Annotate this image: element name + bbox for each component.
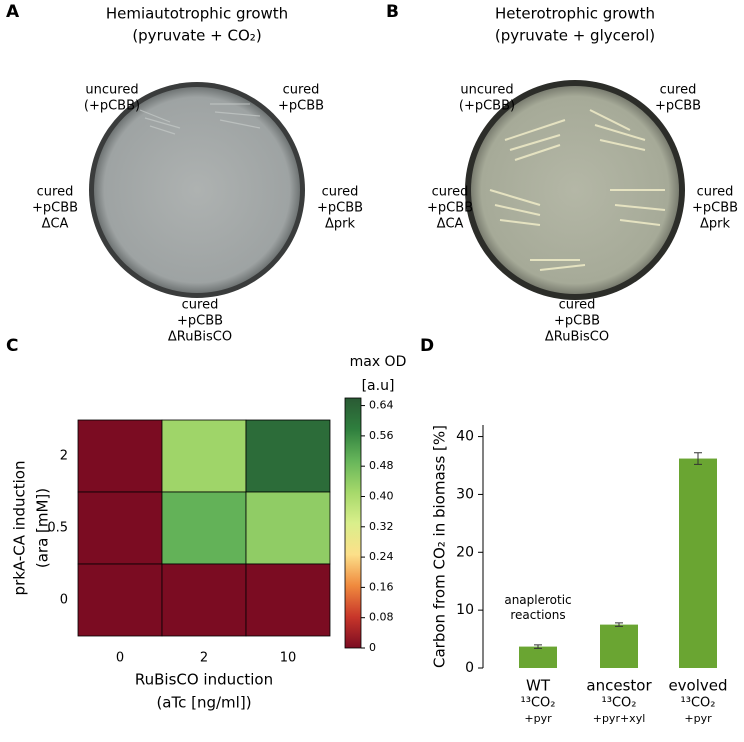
- colorbar-tick-label: 0.64: [369, 399, 394, 412]
- colorbar-tick-label: 0.16: [369, 580, 394, 593]
- strain-label: cured: [182, 298, 219, 313]
- colorbar-tick-label: 0.08: [369, 611, 394, 624]
- condition-label: ¹³CO₂: [681, 696, 716, 711]
- bar: [600, 624, 638, 668]
- colorbar-title: [a.u]: [362, 378, 395, 394]
- heatmap-cell: [77, 419, 163, 493]
- strain-label: cured: [660, 83, 697, 98]
- y-tick-label: 2: [60, 449, 68, 464]
- y-axis-label: prkA-CA induction: [11, 461, 29, 596]
- strain-label: +pCBB: [317, 201, 363, 216]
- strain-label: +pCBB: [692, 201, 738, 216]
- panel-title: Heterotrophic growth: [495, 5, 655, 23]
- strain-label: +pCBB: [32, 201, 78, 216]
- colorbar-title: max OD: [350, 354, 407, 370]
- panel-label: B: [386, 2, 399, 22]
- strain-label: ΔCA: [437, 217, 464, 232]
- y-axis-label: (ara [mM]): [34, 488, 52, 568]
- heatmap-cell: [77, 491, 163, 565]
- strain-label: Δprk: [325, 217, 355, 232]
- y-tick-label: 0: [465, 660, 474, 676]
- heatmap-cell: [77, 563, 163, 637]
- strain-label: ΔRuBisCO: [545, 330, 609, 345]
- condition-label: +pyr+xyl: [593, 712, 646, 725]
- y-tick-label: 30: [456, 486, 474, 502]
- strain-label: cured: [559, 298, 596, 313]
- colorbar-tick-label: 0.56: [369, 429, 394, 442]
- strain-label: +pCBB: [278, 99, 324, 114]
- y-axis-label: Carbon from CO₂ in biomass [%]: [431, 425, 449, 668]
- x-tick-label: 10: [280, 651, 297, 666]
- colorbar-tick-label: 0.40: [369, 489, 394, 502]
- heatmap-cell: [161, 563, 247, 637]
- x-tick-label: evolved: [668, 677, 727, 695]
- annotation: reactions: [510, 608, 565, 622]
- plate-b: [465, 80, 685, 300]
- heatmap-cell: [245, 491, 331, 565]
- bar: [519, 646, 557, 668]
- condition-label: ¹³CO₂: [602, 696, 637, 711]
- error-bar: [615, 622, 623, 627]
- x-axis-label: (aTc [ng/ml]): [156, 694, 251, 712]
- strain-label: cured: [697, 185, 734, 200]
- condition-label: ¹³CO₂: [521, 696, 556, 711]
- error-bar: [534, 644, 542, 649]
- y-tick-label: 10: [456, 602, 474, 618]
- bar: [679, 458, 717, 668]
- colorbar-tick-label: 0: [369, 641, 376, 654]
- heatmap-cell: [245, 419, 331, 493]
- annotation: anaplerotic: [504, 593, 571, 607]
- strain-label: (+pCBB): [459, 99, 515, 114]
- strain-label: +pCBB: [655, 99, 701, 114]
- strain-label: Δprk: [700, 217, 730, 232]
- plate-a: [89, 82, 305, 298]
- panel-title: (pyruvate + glycerol): [495, 27, 655, 45]
- x-tick-label: 2: [200, 651, 208, 666]
- colorbar-tick-label: 0.24: [369, 550, 394, 563]
- condition-label: +pyr: [684, 712, 712, 725]
- x-tick-label: 0: [116, 651, 124, 666]
- x-tick-label: ancestor: [586, 677, 652, 695]
- panel-title: Hemiautotrophic growth: [106, 5, 288, 23]
- strain-label: ΔCA: [42, 217, 69, 232]
- strain-label: cured: [37, 185, 74, 200]
- panel-label: C: [6, 336, 18, 356]
- heatmap-cell: [161, 419, 247, 493]
- error-bar: [694, 452, 702, 465]
- y-tick-label: 0: [60, 593, 68, 608]
- strain-label: +pCBB: [177, 314, 223, 329]
- strain-label: cured: [432, 185, 469, 200]
- heatmap-cell: [245, 563, 331, 637]
- x-tick-label: WT: [526, 677, 551, 695]
- colorbar-tick-label: 0.48: [369, 459, 394, 472]
- strain-label: cured: [322, 185, 359, 200]
- strain-label: cured: [283, 83, 320, 98]
- panel-label: A: [6, 2, 20, 22]
- strain-label: uncured: [460, 83, 513, 98]
- strain-label: (+pCBB): [84, 99, 140, 114]
- strain-label: uncured: [85, 83, 138, 98]
- panel-label: D: [420, 336, 434, 356]
- colorbar: [344, 397, 362, 649]
- x-axis-label: RuBisCO induction: [135, 671, 273, 689]
- heatmap-cell: [161, 491, 247, 565]
- strain-label: ΔRuBisCO: [168, 330, 232, 345]
- y-tick-label: 0.5: [47, 521, 68, 536]
- colorbar-tick-label: 0.32: [369, 520, 394, 533]
- strain-label: +pCBB: [427, 201, 473, 216]
- strain-label: +pCBB: [554, 314, 600, 329]
- y-tick-label: 20: [456, 544, 474, 560]
- y-tick-label: 40: [456, 429, 474, 445]
- condition-label: +pyr: [524, 712, 552, 725]
- panel-title: (pyruvate + CO₂): [132, 27, 261, 45]
